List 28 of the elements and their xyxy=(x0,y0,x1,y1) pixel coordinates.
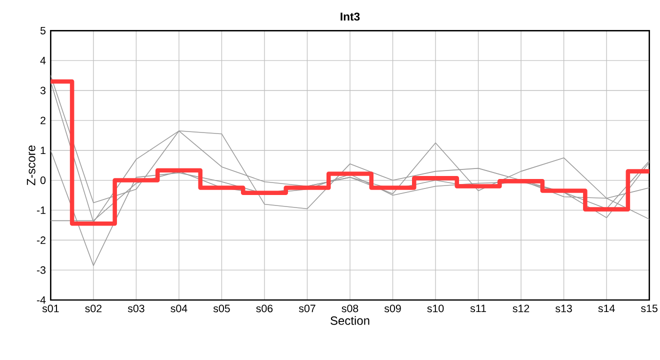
x-tick-label: s03 xyxy=(128,304,144,312)
x-tick-label: s01 xyxy=(42,304,59,312)
y-tick-label: 5 xyxy=(40,26,46,34)
y-tick-label: -2 xyxy=(36,236,46,244)
y-tick-label: 4 xyxy=(40,56,46,64)
y-tick-label: -4 xyxy=(36,296,46,304)
y-tick-label: -1 xyxy=(36,206,46,214)
x-tick-label: s10 xyxy=(427,304,444,312)
x-tick-label: s14 xyxy=(598,304,615,312)
chart-title: Int3 xyxy=(340,12,360,21)
x-tick-label: s13 xyxy=(556,304,572,312)
x-tick-label: s12 xyxy=(512,304,530,312)
x-tick-label: s06 xyxy=(256,304,273,312)
y-tick-label: 1 xyxy=(40,146,46,154)
x-tick-label: s05 xyxy=(213,304,230,312)
y-axis-title: Z-score xyxy=(26,146,36,186)
x-tick-label: s15 xyxy=(641,304,658,312)
y-tick-label: 3 xyxy=(40,86,46,94)
x-tick-label: s02 xyxy=(85,304,102,312)
y-tick-label: -3 xyxy=(36,266,46,274)
x-tick-label: s11 xyxy=(470,304,486,312)
x-tick-label: s08 xyxy=(342,304,358,312)
y-tick-label: 2 xyxy=(40,116,46,124)
x-tick-label: s09 xyxy=(384,304,401,312)
x-axis-title: Section xyxy=(330,316,370,325)
x-tick-label: s04 xyxy=(170,304,188,312)
x-tick-label: s07 xyxy=(298,304,316,312)
y-tick-label: 0 xyxy=(40,176,46,184)
